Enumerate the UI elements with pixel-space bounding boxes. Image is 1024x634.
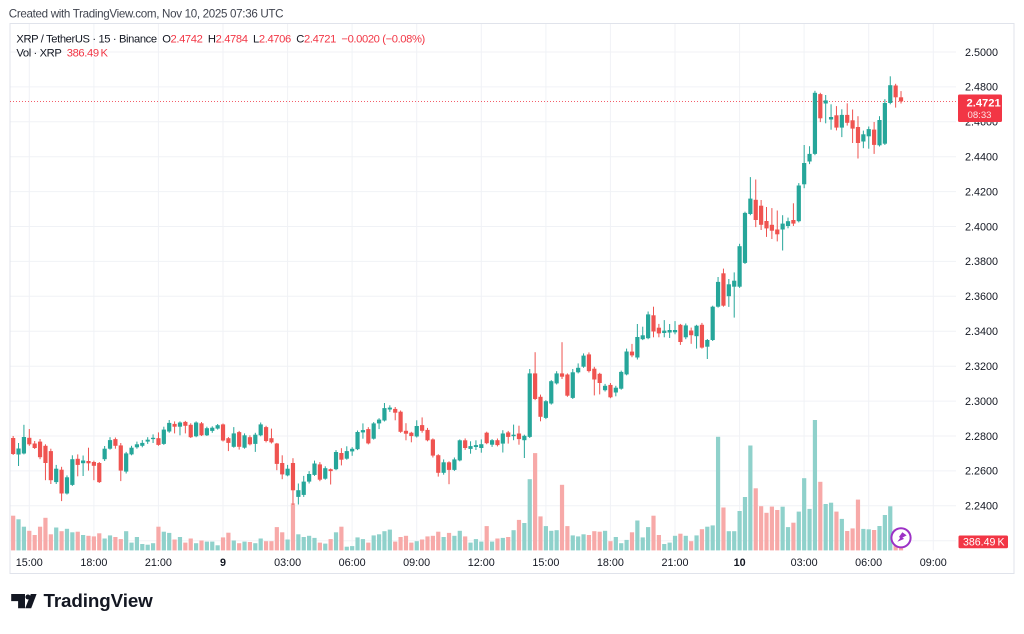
svg-text:18:00: 18:00 [80,557,107,569]
svg-text:2.3800: 2.3800 [965,256,998,268]
svg-text:21:00: 21:00 [661,557,688,569]
svg-text:Vol · XRP 386.49 K: Vol · XRP 386.49 K [16,47,108,59]
svg-text:2.2400: 2.2400 [965,501,998,513]
svg-text:2.4000: 2.4000 [965,221,998,233]
svg-text:2.3000: 2.3000 [965,396,998,408]
svg-text:10: 10 [734,557,746,569]
svg-text:2.3600: 2.3600 [965,291,998,303]
svg-text:2.2600: 2.2600 [965,466,998,478]
svg-text:Created with TradingView.com,: Created with TradingView.com, Nov 10, 20… [9,8,283,21]
svg-text:2.4400: 2.4400 [965,152,998,164]
svg-text:06:00: 06:00 [339,557,366,569]
svg-text:2.2800: 2.2800 [965,431,998,443]
svg-text:386.49 K: 386.49 K [963,537,1005,549]
svg-text:03:00: 03:00 [274,557,301,569]
svg-text:03:00: 03:00 [791,557,818,569]
svg-text:XRP / TetherUS · 15 · Binance: XRP / TetherUS · 15 · Binance O2.4742 H2… [16,33,425,45]
svg-text:2.3400: 2.3400 [965,326,998,338]
svg-text:18:00: 18:00 [597,557,624,569]
svg-text:09:00: 09:00 [920,557,947,569]
svg-text:09:00: 09:00 [403,557,430,569]
svg-text:2.4200: 2.4200 [965,186,998,198]
svg-text:2.3200: 2.3200 [965,361,998,373]
svg-text:12:00: 12:00 [468,557,495,569]
svg-text:15:00: 15:00 [16,557,43,569]
svg-text:TradingView: TradingView [44,590,154,611]
svg-text:9: 9 [220,557,226,569]
svg-text:21:00: 21:00 [145,557,172,569]
svg-text:2.4721: 2.4721 [967,97,1001,109]
svg-text:06:00: 06:00 [855,557,882,569]
svg-text:08:33: 08:33 [968,110,992,121]
svg-text:15:00: 15:00 [532,557,559,569]
svg-text:2.4800: 2.4800 [965,82,998,94]
svg-text:2.5000: 2.5000 [965,47,998,59]
